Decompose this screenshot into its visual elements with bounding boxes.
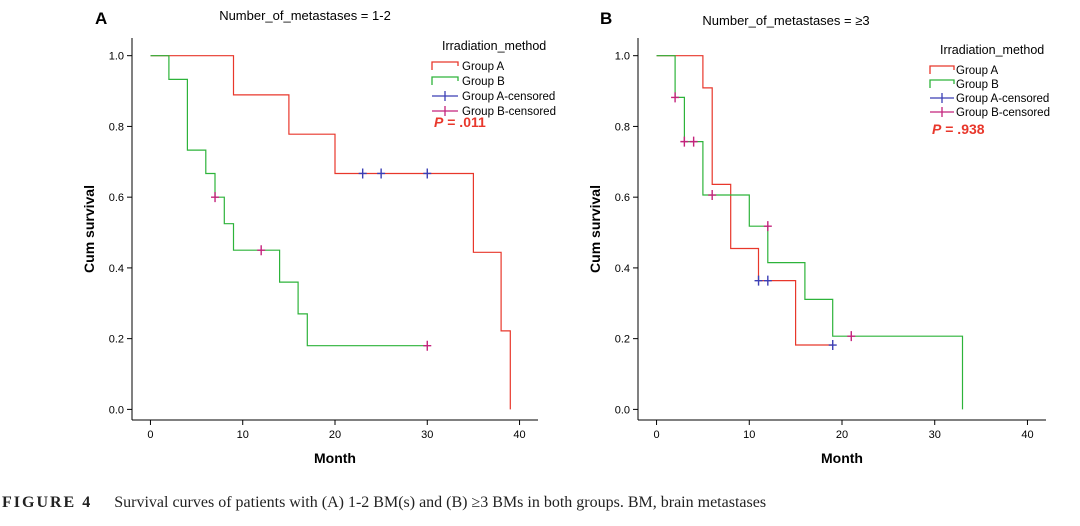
censor-mark-group-b-censored — [257, 245, 266, 256]
legend-swatch-group-b-censored — [930, 107, 954, 117]
x-tick-label: 10 — [743, 429, 755, 441]
legend-label-group-b: Group B — [956, 79, 999, 91]
figure-caption: FIGURE 4 Survival curves of patients with… — [2, 494, 766, 512]
censor-mark-group-b-censored — [689, 136, 698, 147]
legend-label-group-b: Group B — [462, 76, 505, 88]
legend-label-group-a-censored: Group A-censored — [956, 93, 1049, 105]
legend-swatch-group-b — [929, 79, 955, 88]
y-tick-label: 0.4 — [615, 263, 630, 275]
y-axis-title: Cum survival — [587, 185, 603, 273]
x-axis-title: Month — [314, 450, 356, 466]
legend-label-group-a-censored: Group A-censored — [462, 91, 555, 103]
x-tick-label: 30 — [929, 429, 941, 441]
panel-title-a: Number_of_metastases = 1-2 — [219, 8, 391, 23]
p-symbol: P — [932, 121, 942, 137]
p-symbol: P — [434, 114, 444, 130]
censor-mark-group-a-censored — [754, 275, 763, 286]
y-tick-label: 0.2 — [615, 334, 630, 346]
survival-line-group-b — [656, 55, 964, 410]
x-tick-label: 40 — [513, 429, 525, 441]
legend-title: Irradiation_method — [940, 43, 1044, 57]
p-value-label: P = .938 — [932, 121, 985, 137]
censor-mark-group-b-censored — [708, 190, 717, 201]
survival-figure: A Number_of_metastases = 1-2 0.0 0.2 0.4 0.6 0… — [81, 8, 1050, 466]
censor-mark-group-a-censored — [423, 168, 432, 179]
censor-mark-group-b-censored — [211, 192, 220, 203]
legend-swatch-group-b — [431, 76, 459, 85]
legend-swatch-group-a-censored — [432, 91, 458, 101]
censor-mark-group-a-censored — [358, 168, 367, 179]
censor-mark-group-b-censored — [671, 92, 680, 103]
censor-mark-group-a-censored — [828, 340, 837, 351]
survival-line-group-a — [150, 55, 511, 410]
censor-mark-group-b-censored — [680, 136, 689, 147]
panel-title-b: Number_of_metastases = ≥3 — [702, 13, 869, 28]
y-axis-title: Cum survival — [81, 185, 97, 273]
y-tick-label: 0.8 — [615, 121, 630, 133]
legend-swatch-group-a — [431, 61, 459, 70]
y-tick-label: 0.6 — [109, 192, 124, 204]
caption-text: Survival curves of patients with (A) 1-2… — [114, 494, 767, 511]
censor-mark-group-b-censored — [423, 340, 432, 351]
survival-line-group-a — [656, 55, 833, 346]
y-tick-label: 0.8 — [109, 121, 124, 133]
legend-swatch-group-a-censored — [930, 93, 954, 103]
legend-label-group-b-censored: Group B-censored — [462, 106, 556, 118]
y-tick-label: 1.0 — [615, 51, 630, 63]
y-tick-label: 0.0 — [109, 404, 124, 416]
x-tick-label: 0 — [653, 429, 659, 441]
x-tick-label: 30 — [421, 429, 433, 441]
panel-letter-b: B — [600, 9, 612, 28]
y-tick-label: 0.0 — [615, 404, 630, 416]
panel-b: B Number_of_metastases = ≥3 0.0 0.2 0.4 0.6 0.… — [587, 9, 1050, 466]
legend-label-group-a: Group A — [462, 61, 505, 73]
panel-a: A Number_of_metastases = 1-2 0.0 0.2 0.4 0.6 0… — [81, 8, 556, 466]
y-tick-label: 0.6 — [615, 192, 630, 204]
x-tick-label: 0 — [147, 429, 153, 441]
panel-letter-a: A — [95, 9, 107, 28]
legend-label-group-b-censored: Group B-censored — [956, 107, 1050, 119]
survival-line-group-b — [150, 55, 428, 347]
legend-swatch-group-a — [929, 65, 955, 74]
censor-mark-group-b-censored — [847, 331, 856, 342]
figure-label: FIGURE 4 — [2, 494, 93, 511]
x-tick-label: 20 — [836, 429, 848, 441]
p-value: = .938 — [941, 121, 984, 137]
legend-title: Irradiation_method — [442, 39, 546, 53]
censor-mark-group-b-censored — [763, 221, 772, 232]
legend-swatch-group-b-censored — [432, 106, 458, 116]
y-tick-label: 1.0 — [109, 51, 124, 63]
legend-label-group-a: Group A — [956, 65, 999, 77]
x-tick-label: 20 — [329, 429, 341, 441]
x-tick-label: 10 — [237, 429, 249, 441]
p-value: = .011 — [443, 114, 486, 130]
y-tick-label: 0.4 — [109, 263, 124, 275]
p-value-label: P = .011 — [434, 114, 486, 130]
x-axis-title: Month — [821, 450, 863, 466]
censor-mark-group-a-censored — [763, 275, 772, 286]
x-tick-label: 40 — [1021, 429, 1033, 441]
censor-mark-group-a-censored — [377, 168, 386, 179]
y-tick-label: 0.2 — [109, 334, 124, 346]
